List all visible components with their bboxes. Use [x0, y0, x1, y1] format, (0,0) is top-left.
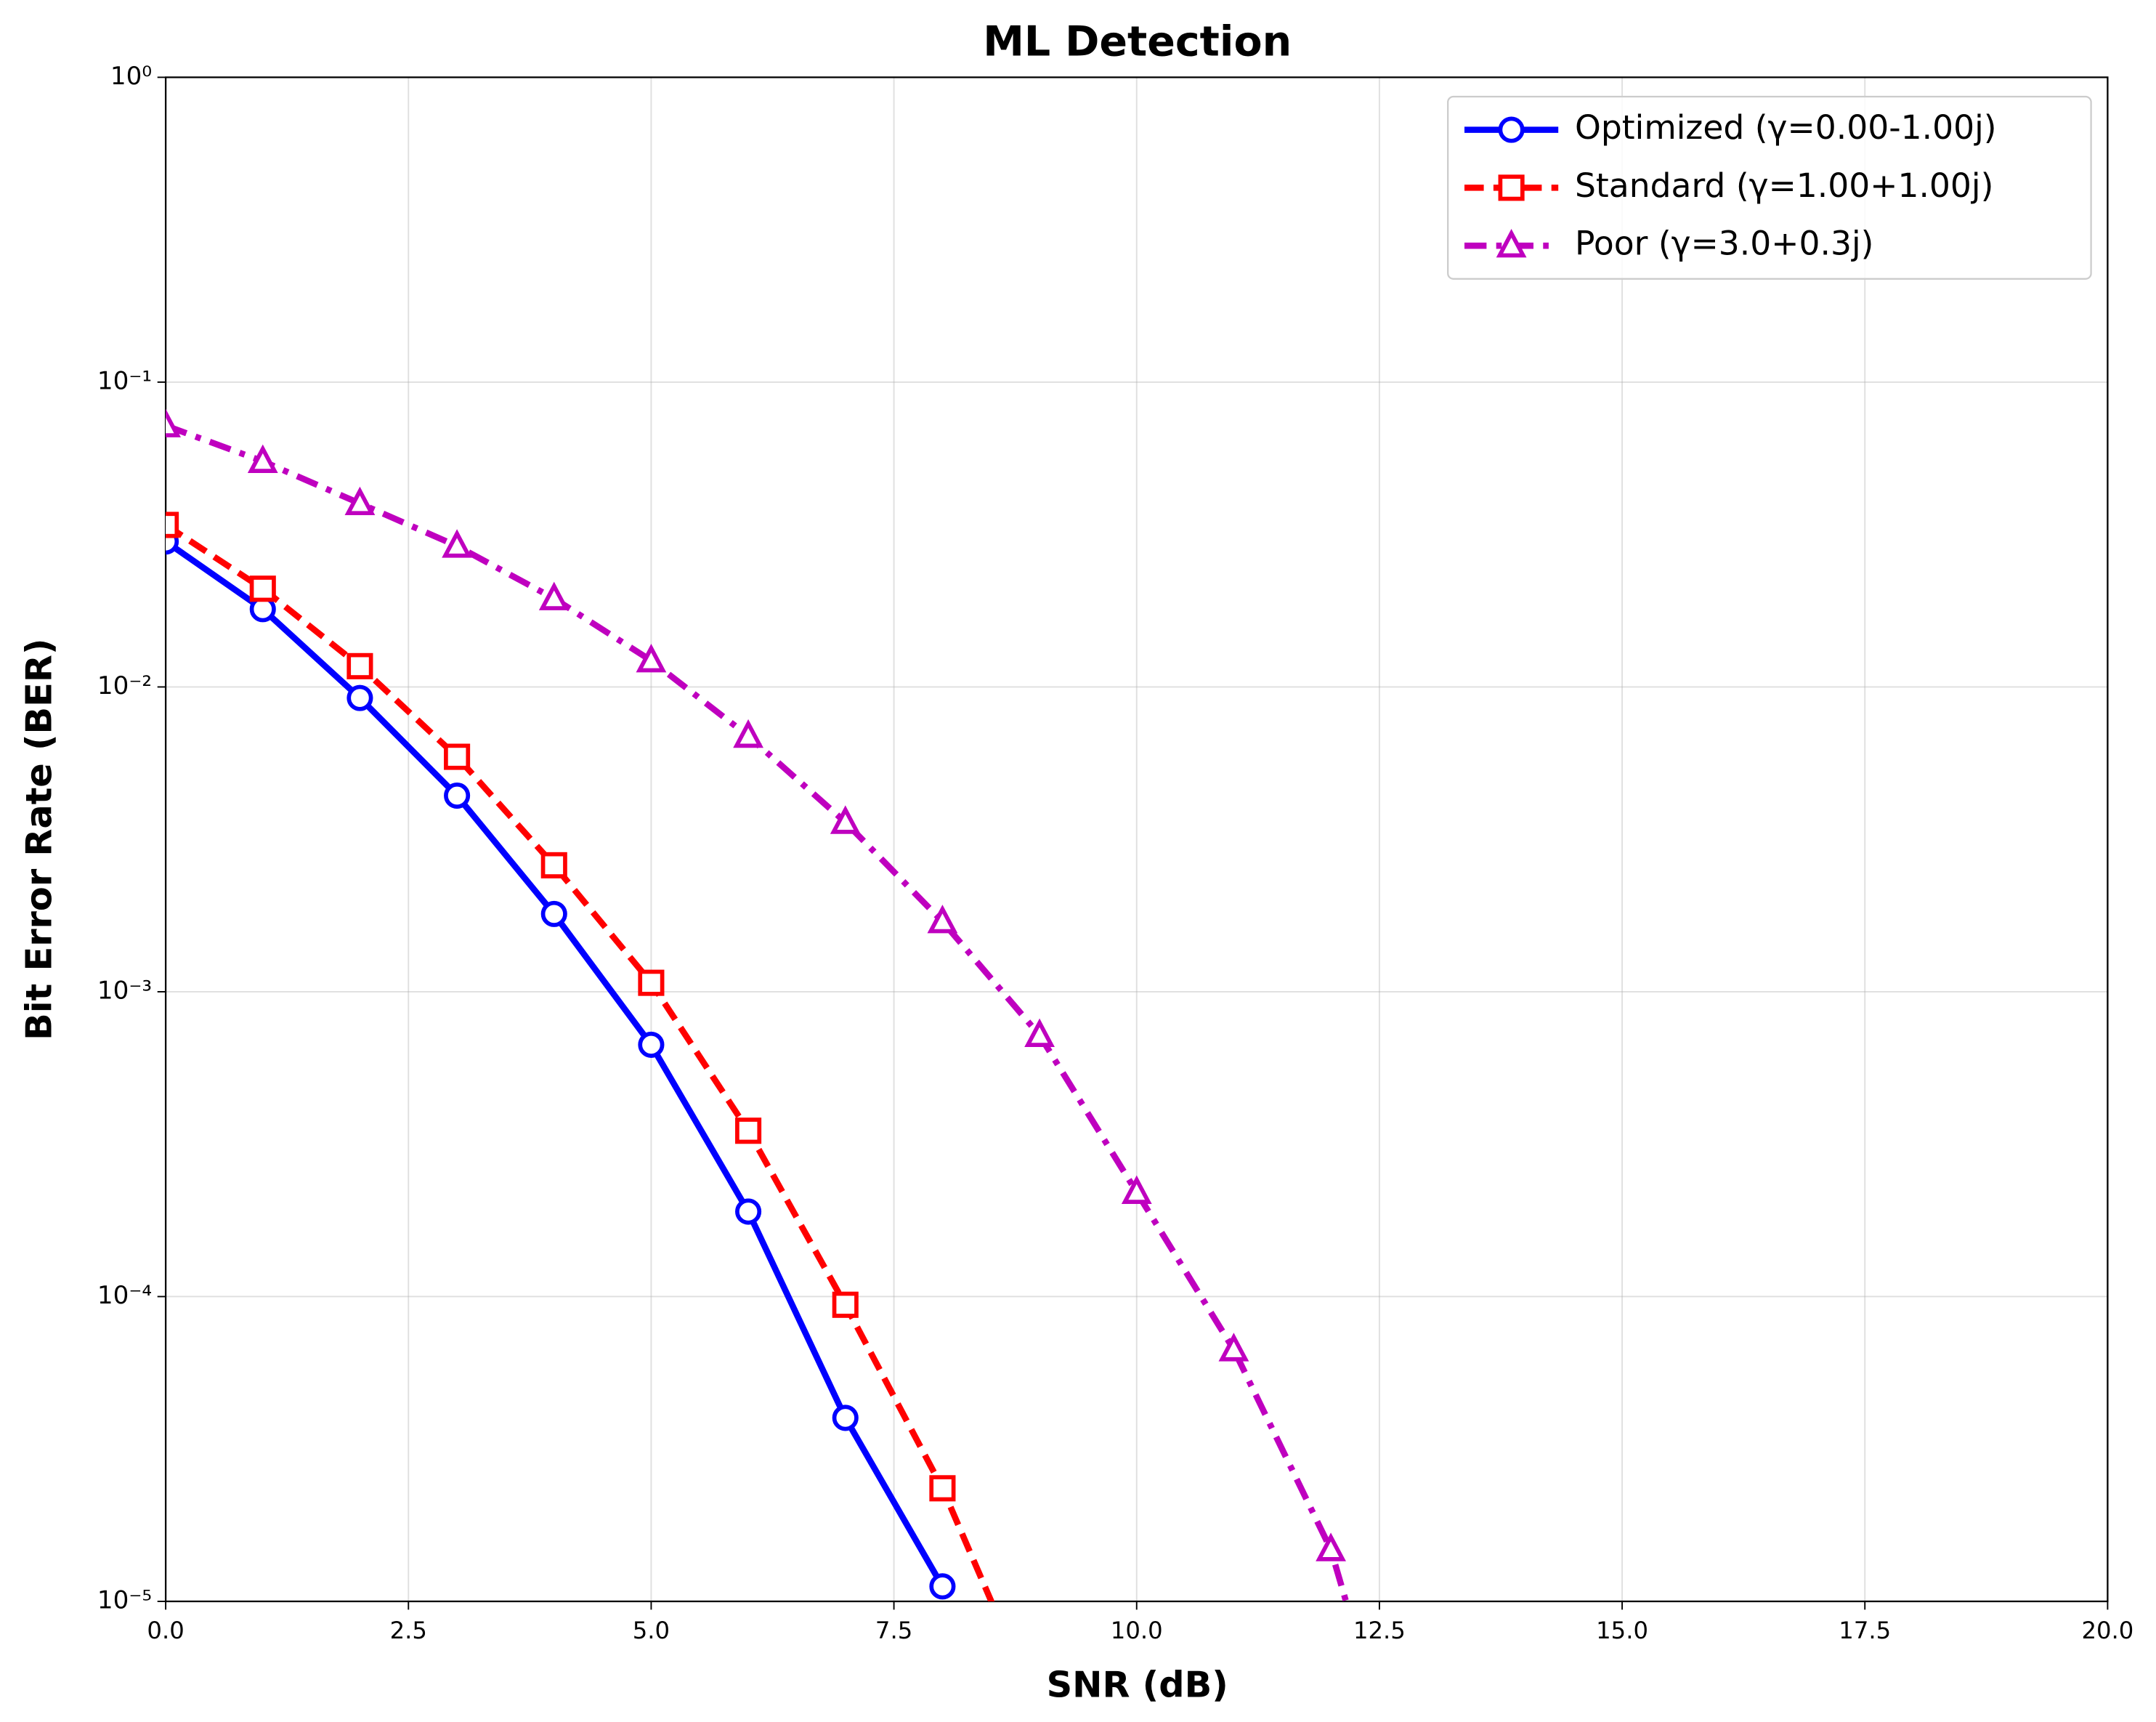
marker [540, 852, 567, 878]
x-tick-label: 20.0 [2081, 1617, 2133, 1644]
series-line [166, 422, 1350, 1601]
marker [830, 805, 861, 834]
marker [444, 743, 471, 770]
series-line [166, 522, 995, 1601]
legend-box [1447, 95, 2092, 280]
marker [166, 408, 181, 437]
marker [1121, 1175, 1152, 1204]
marker [638, 1031, 665, 1058]
y-tick-label: 10⁻⁵ [97, 1585, 152, 1614]
x-tick-label: 5.0 [633, 1617, 670, 1644]
marker [344, 486, 376, 516]
plot-frame [164, 76, 2109, 1603]
marker [927, 905, 958, 934]
marker [636, 644, 667, 673]
x-tick-label: 0.0 [147, 1617, 184, 1644]
x-tick-label: 15.0 [1596, 1617, 1648, 1644]
marker [733, 719, 763, 748]
legend-label: Poor (γ=3.0+0.3j) [1575, 225, 1873, 263]
x-tick-label: 2.5 [390, 1617, 427, 1644]
x-tick-label: 7.5 [875, 1617, 912, 1644]
marker [442, 529, 472, 558]
marker [346, 684, 373, 711]
marker [1496, 229, 1527, 258]
marker [1218, 1333, 1249, 1362]
marker [929, 1573, 956, 1600]
marker [540, 900, 567, 927]
marker [832, 1291, 859, 1318]
x-tick-label: 17.5 [1839, 1617, 1891, 1644]
marker [735, 1117, 762, 1144]
x-axis-label: SNR (dB) [1047, 1663, 1228, 1705]
marker [247, 444, 278, 473]
y-tick-label: 10⁻¹ [97, 366, 152, 395]
marker [638, 969, 665, 996]
plot-area [166, 408, 1350, 1601]
legend-label: Standard (γ=1.00+1.00j) [1575, 166, 1993, 205]
marker [346, 652, 373, 679]
marker [929, 1475, 956, 1502]
x-tick-label: 12.5 [1353, 1617, 1406, 1644]
marker [1316, 1532, 1346, 1561]
marker [1024, 1018, 1055, 1047]
marker [1498, 116, 1525, 143]
y-axis-label: Bit Error Rate (BER) [18, 639, 60, 1040]
marker [166, 512, 179, 538]
marker [735, 1198, 762, 1225]
marker [444, 782, 471, 809]
y-tick-label: 10⁰ [110, 62, 152, 91]
y-tick-label: 10⁻³ [97, 976, 152, 1005]
legend-label: Optimized (γ=0.00-1.00j) [1575, 108, 1997, 147]
marker [538, 581, 570, 610]
y-tick-label: 10⁻² [97, 671, 152, 700]
y-tick-label: 10⁻⁴ [97, 1281, 152, 1310]
chart-title: ML Detection [983, 17, 1292, 65]
x-tick-label: 10.0 [1111, 1617, 1163, 1644]
series-line [166, 538, 946, 1588]
marker [832, 1404, 859, 1431]
marker [1498, 174, 1525, 201]
marker [249, 575, 276, 602]
